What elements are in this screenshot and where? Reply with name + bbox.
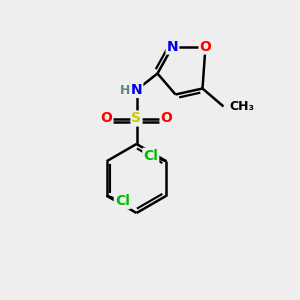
- Text: Cl: Cl: [143, 149, 158, 163]
- Text: Cl: Cl: [115, 194, 130, 208]
- Text: H: H: [120, 83, 130, 97]
- Text: O: O: [160, 112, 172, 125]
- Text: N: N: [131, 83, 142, 97]
- Text: CH₃: CH₃: [229, 100, 254, 113]
- Text: N: N: [167, 40, 178, 53]
- Text: O: O: [200, 40, 211, 53]
- Text: S: S: [131, 112, 142, 125]
- Text: O: O: [100, 112, 112, 125]
